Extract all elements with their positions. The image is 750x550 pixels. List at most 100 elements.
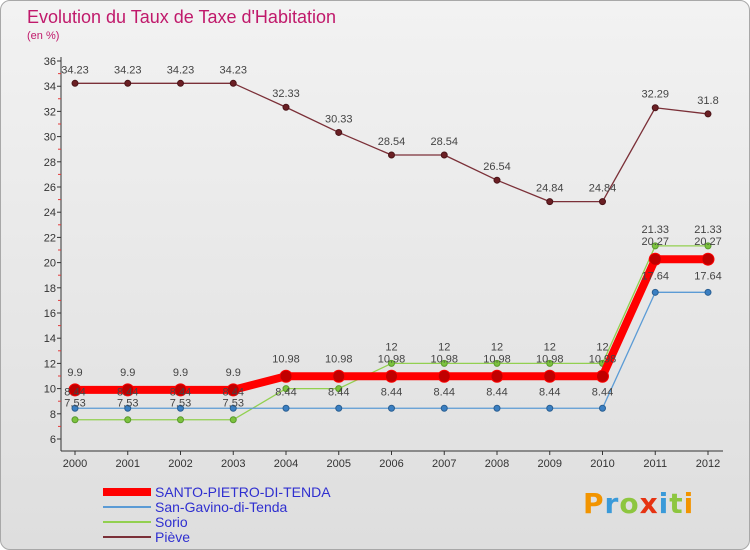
y-tick-label: 18	[44, 283, 56, 295]
line-chart: 6 8 10 12 14 16 18 20 22 24 26 28 30 32 34 36 2000 2001 20…	[44, 56, 723, 470]
data-point	[177, 416, 184, 424]
x-tick-label: 2006	[379, 458, 403, 470]
data-label: 9.9	[226, 367, 241, 379]
data-point	[651, 288, 659, 296]
data-point	[493, 404, 501, 412]
data-point	[651, 242, 659, 250]
data-label: 8.44	[64, 386, 85, 398]
legend-item: Piève	[99, 530, 399, 545]
data-point	[596, 369, 609, 383]
data-point	[71, 79, 79, 87]
data-point	[335, 404, 343, 412]
data-label: 12	[491, 341, 503, 353]
x-tick-label: 2000	[63, 458, 87, 470]
data-label: 8.44	[223, 386, 244, 398]
data-point	[440, 359, 448, 367]
y-tick-label: 16	[44, 308, 56, 320]
y-tick-label: 20	[44, 258, 56, 270]
x-tick-label: 2001	[116, 458, 140, 470]
data-label: 9.9	[120, 367, 135, 379]
y-tick-label: 24	[44, 207, 56, 219]
data-point	[124, 416, 132, 424]
data-label: 24.84	[536, 183, 564, 195]
legend-swatch	[103, 506, 151, 508]
data-point	[279, 369, 293, 383]
x-tick-label: 2004	[274, 458, 298, 470]
data-label: 10.98	[589, 353, 617, 365]
legend-item: SANTO-PIETRO-DI-TENDA	[99, 485, 399, 500]
data-label: 8.44	[434, 386, 455, 398]
data-point	[71, 416, 79, 424]
y-tick-label: 30	[44, 132, 56, 144]
data-label: 30.33	[325, 113, 353, 125]
data-point	[229, 404, 237, 412]
data-label: 34.23	[114, 64, 142, 76]
data-label: 10.98	[272, 353, 300, 365]
x-tick-label: 2011	[643, 458, 667, 470]
y-tick-label: 8	[50, 409, 56, 421]
x-tick-label: 2012	[696, 458, 720, 470]
brand-letter: P	[583, 487, 605, 520]
data-point	[332, 369, 346, 383]
data-point	[124, 404, 132, 412]
data-point	[335, 385, 343, 393]
series-santo-pietro-di-tenda	[68, 252, 715, 397]
data-point	[226, 383, 240, 397]
legend-label: San-Gavino-di-Tenda	[155, 499, 288, 515]
x-tick-label: 2009	[538, 458, 562, 470]
data-point	[490, 369, 504, 383]
data-point	[704, 110, 712, 118]
y-tick-label: 34	[44, 81, 56, 93]
data-label: 17.64	[694, 270, 722, 282]
y-tick-label: 36	[44, 56, 56, 68]
data-point	[174, 383, 187, 397]
data-label: 31.8	[697, 95, 718, 107]
brand-letter: t	[669, 487, 684, 520]
data-label: 8.44	[381, 386, 402, 398]
data-point	[71, 404, 79, 412]
legend-label: Piève	[155, 529, 191, 545]
data-point	[493, 176, 501, 184]
x-tick-label: 2002	[168, 458, 192, 470]
data-point	[546, 404, 554, 412]
data-label: 7.53	[170, 398, 191, 410]
data-label: 12	[438, 341, 450, 353]
data-point	[546, 359, 554, 367]
data-label: 10.98	[483, 353, 511, 365]
data-label: 26.54	[483, 161, 511, 173]
data-label: 7.53	[223, 398, 244, 410]
data-label: 8.44	[117, 386, 138, 398]
data-point	[704, 288, 712, 296]
y-tick-label: 6	[50, 434, 56, 446]
data-label: 28.54	[378, 136, 406, 148]
legend-swatch	[103, 488, 151, 496]
x-tick-label: 2005	[327, 458, 351, 470]
data-label: 24.84	[589, 183, 617, 195]
data-point	[229, 79, 237, 87]
data-label: 17.64	[641, 270, 669, 282]
data-label: 8.44	[328, 386, 349, 398]
brand-letter: x	[639, 487, 659, 520]
data-label: 34.23	[167, 64, 195, 76]
data-label: 12	[385, 341, 397, 353]
y-tick-label: 12	[44, 358, 56, 370]
data-point	[385, 369, 398, 383]
brand-letter: i	[658, 487, 670, 520]
y-tick-label: 10	[44, 384, 56, 396]
data-point	[177, 404, 184, 412]
legend-item: Sorio	[99, 515, 399, 530]
data-point	[493, 359, 501, 367]
y-tick-label: 32	[44, 106, 56, 118]
data-label: 20.27	[694, 236, 722, 248]
data-point	[440, 151, 448, 159]
data-point	[282, 385, 290, 393]
x-tick-label: 2008	[485, 458, 509, 470]
data-point	[121, 383, 135, 397]
legend-swatch	[103, 521, 151, 523]
data-label: 10.98	[536, 353, 564, 365]
data-label: 28.54	[430, 136, 458, 148]
data-point	[282, 404, 290, 412]
y-tick-label: 14	[44, 333, 56, 345]
data-point	[437, 369, 451, 383]
data-point	[229, 416, 237, 424]
